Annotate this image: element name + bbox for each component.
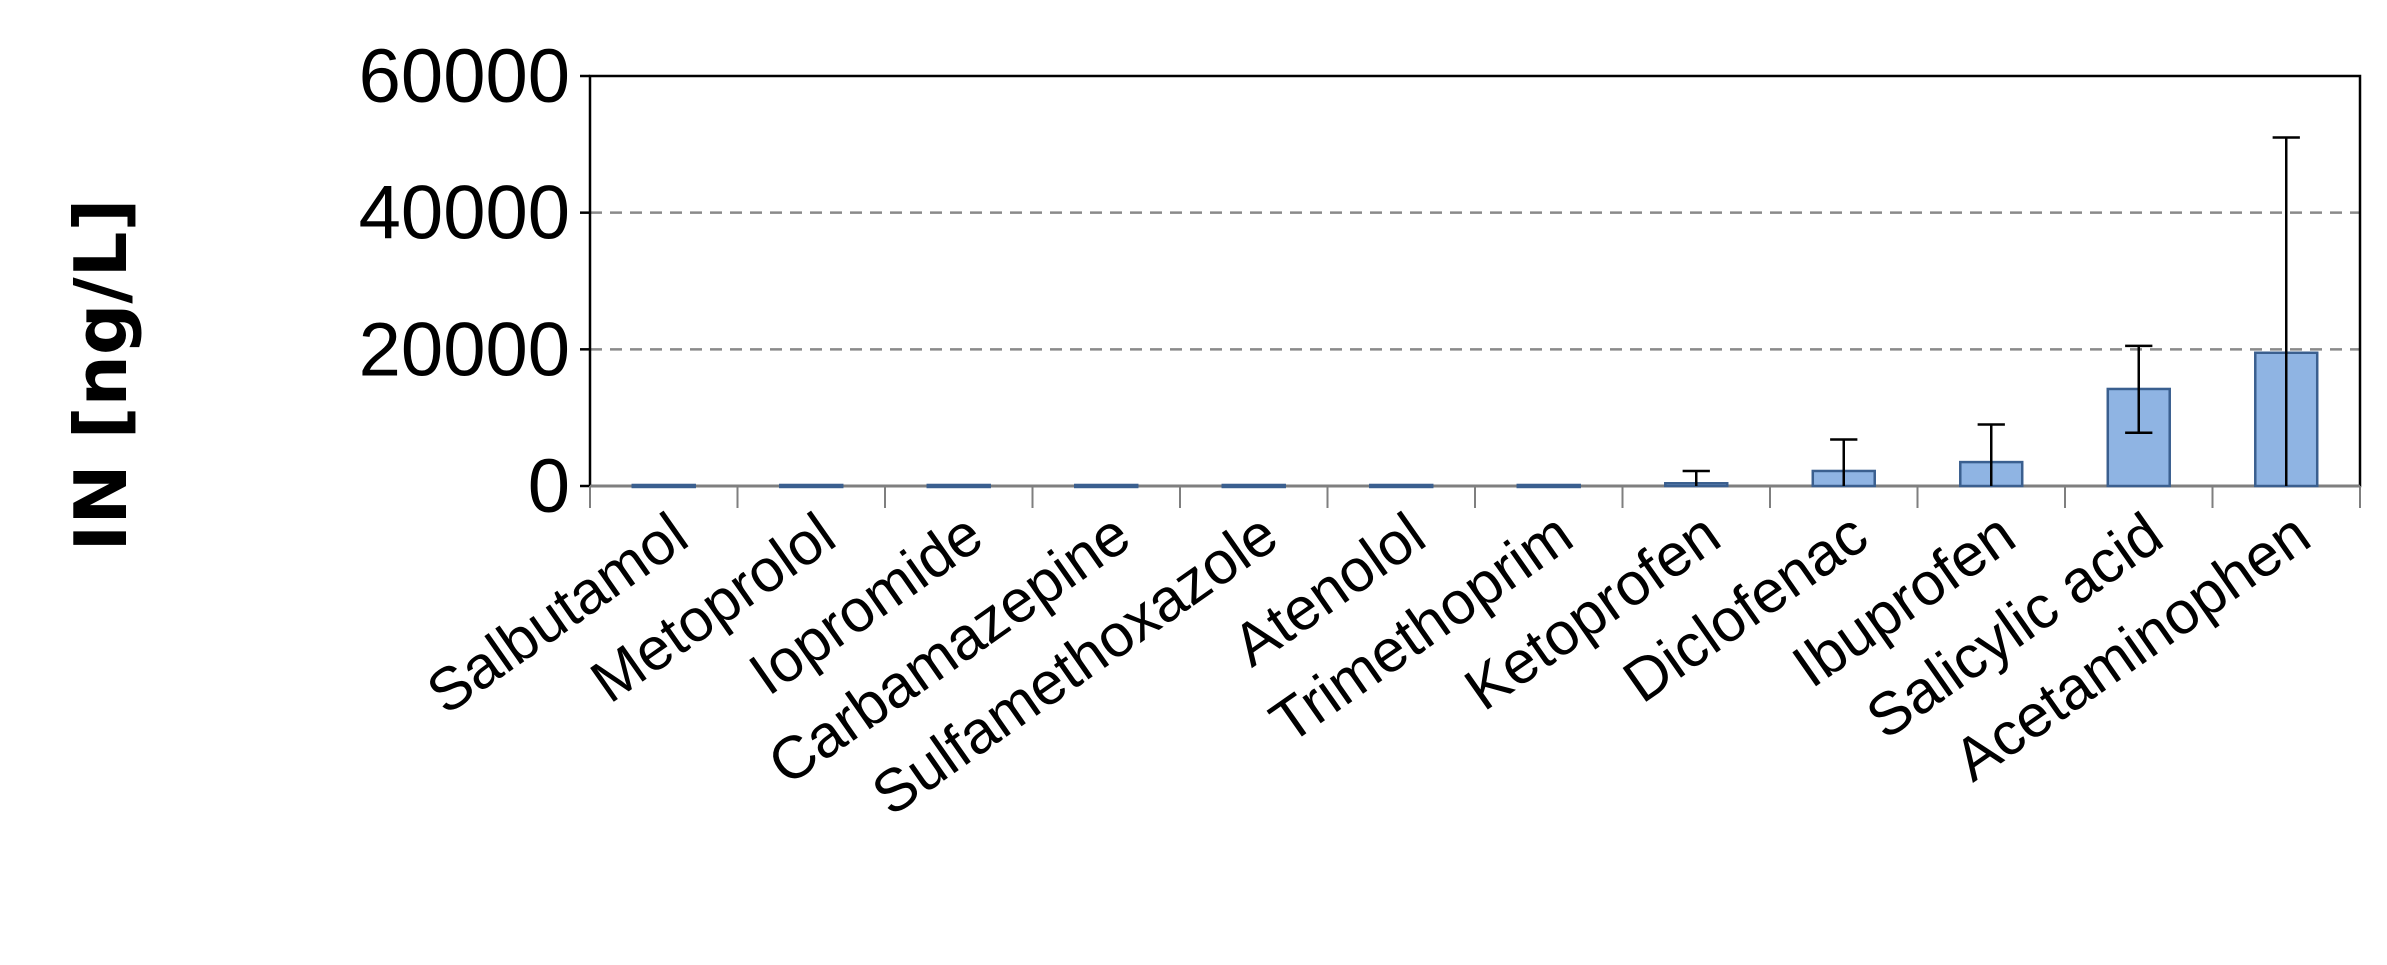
y-axis-title: IN [ng/L] [59, 199, 143, 552]
plot-area: 0200004000060000SalbutamolMetoprololIopr… [359, 34, 2362, 828]
y-tick-label: 20000 [359, 307, 570, 392]
bar [1369, 483, 1434, 489]
y-tick-label: 0 [528, 444, 570, 529]
bar [1221, 483, 1286, 489]
bar [631, 483, 696, 489]
y-tick-label: 40000 [359, 171, 570, 256]
bar [926, 483, 991, 489]
y-tick-label: 60000 [359, 34, 570, 119]
plot-border [588, 74, 2362, 488]
bar [1074, 483, 1139, 489]
bar [1516, 483, 1581, 489]
bar [779, 483, 844, 489]
